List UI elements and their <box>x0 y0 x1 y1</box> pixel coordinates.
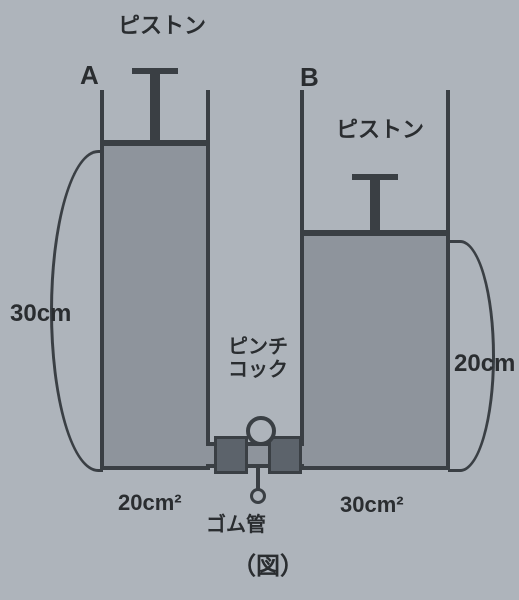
piston-label-b: ピストン <box>336 112 424 144</box>
piston-b-handle <box>352 174 398 180</box>
piston-a <box>104 90 206 146</box>
tube-joint-left <box>214 436 248 474</box>
piston-b <box>304 176 446 236</box>
figure-stage: ピストン A B ピストン ピンチ コック ゴム管 20cm² <box>0 0 519 600</box>
cylinder-a-height: 30cm <box>10 300 71 328</box>
piston-label-a: ピストン <box>118 8 206 40</box>
figure-caption: （図） <box>232 546 304 581</box>
tube-pointer-ring <box>250 488 266 504</box>
piston-b-plate <box>304 230 446 236</box>
piston-a-handle <box>132 68 178 74</box>
cylinder-a-liquid <box>104 143 206 466</box>
cylinder-a-id: A <box>80 60 99 91</box>
pinchcock-label: ピンチ コック <box>228 336 288 382</box>
cylinder-b-id: B <box>300 62 319 93</box>
cylinder-a <box>100 90 210 470</box>
tube-joint-right <box>268 436 302 474</box>
cylinder-a-area: 20cm² <box>118 490 182 516</box>
pinchcock-icon <box>246 416 276 446</box>
cylinder-b-height: 20cm <box>454 350 515 378</box>
rubber-tube-label: ゴム管 <box>206 508 266 537</box>
piston-a-rod <box>150 70 160 140</box>
piston-a-plate <box>104 140 206 146</box>
cylinder-b-liquid <box>304 233 446 466</box>
piston-b-rod <box>370 176 380 230</box>
tube-pointer <box>256 468 260 490</box>
cylinder-b-area: 30cm² <box>340 492 404 518</box>
cylinder-b <box>300 90 450 470</box>
